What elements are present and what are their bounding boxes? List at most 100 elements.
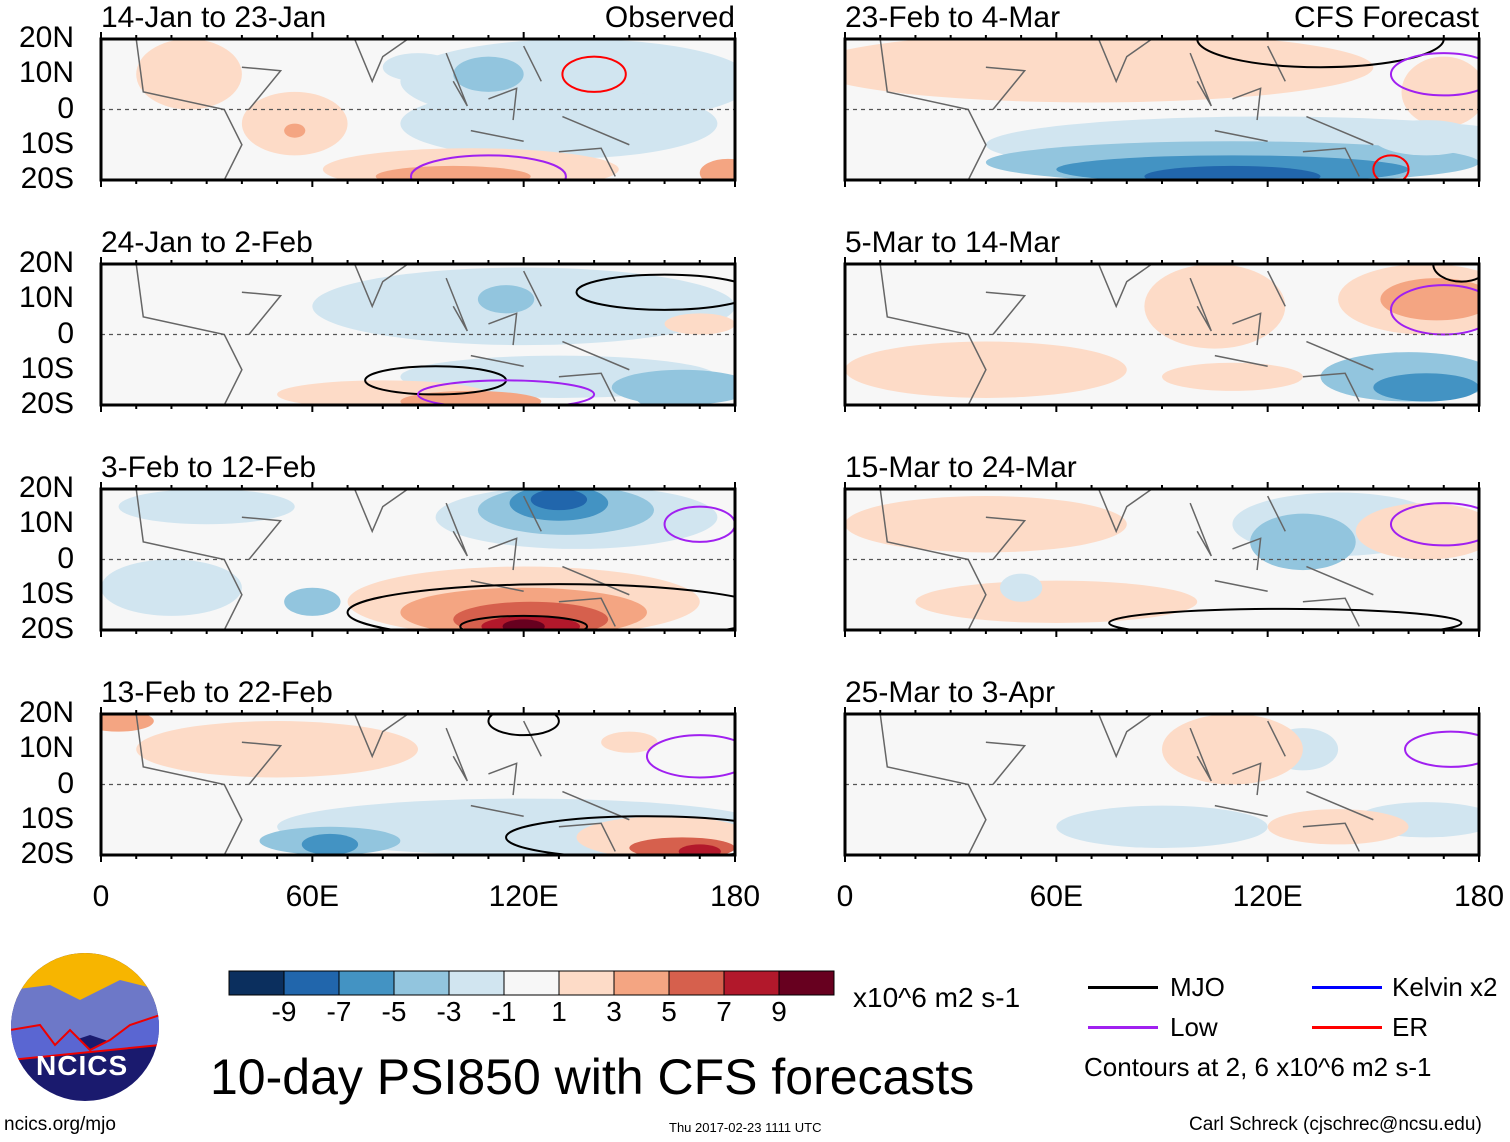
contour-line	[346, 583, 735, 630]
contour-line	[1389, 502, 1479, 547]
y-tick-label: 0	[57, 316, 74, 350]
map-panel	[843, 257, 1481, 412]
colorbar-swatch	[613, 970, 670, 996]
x-tick-label: 0	[836, 880, 854, 913]
legend-low-line	[1088, 1026, 1158, 1029]
anomaly-region	[999, 573, 1043, 602]
y-tick-label: 20S	[20, 162, 74, 195]
legend-mjo: MJO	[1170, 972, 1225, 1002]
anomaly-region	[1355, 503, 1479, 560]
anomaly-region	[382, 53, 454, 82]
colorbar-tick-label: 3	[606, 996, 622, 1027]
anomaly-region	[284, 123, 306, 138]
y-tick-label: 10N	[18, 731, 74, 765]
colorbar-tick-label: 7	[716, 996, 732, 1027]
anomaly-region	[1162, 714, 1303, 785]
map-panel	[99, 257, 737, 412]
contour-line	[1372, 154, 1410, 180]
y-tick-label: 10N	[18, 506, 74, 540]
x-tick-label: 180	[709, 880, 761, 913]
y-tick-label: 20N	[18, 246, 74, 279]
y-tick-label: 20N	[18, 21, 74, 54]
colorbar-tick-label: -7	[326, 996, 352, 1027]
contour-line	[459, 614, 589, 630]
anomaly-region	[678, 844, 721, 855]
contour-line	[1108, 607, 1463, 630]
legend-er-line	[1312, 1026, 1382, 1029]
anomaly-region	[101, 559, 242, 616]
x-tick-label: 60E	[1029, 880, 1084, 913]
panel-title: 25-Mar to 3-Apr	[845, 676, 1056, 709]
y-tick-label: 0	[57, 541, 74, 575]
legend-kelvin-line	[1312, 986, 1382, 989]
anomaly-region	[477, 285, 535, 314]
anomaly-region	[101, 714, 154, 732]
y-tick-label: 20S	[20, 612, 74, 645]
map-panel	[99, 32, 737, 187]
contour-line	[417, 379, 596, 405]
contour-line	[1432, 264, 1479, 283]
timestamp: Thu 2017-02-23 1111 UTC	[669, 1120, 822, 1135]
legend-er: ER	[1392, 1012, 1429, 1042]
anomaly-region	[664, 313, 735, 335]
colorbar-swatch	[503, 970, 560, 996]
colorbar-swatch	[668, 970, 725, 996]
anomaly-region	[530, 489, 588, 511]
y-tick-label: 20S	[20, 387, 74, 420]
anomaly-region	[1373, 373, 1479, 402]
colorbar-swatch	[283, 970, 340, 996]
colorbar-swatch	[228, 970, 285, 996]
colorbar-units: x10^6 m2 s-1	[853, 982, 1021, 1013]
y-tick-label: 0	[57, 91, 74, 125]
panel-tag: CFS Forecast	[1293, 1, 1479, 34]
y-tick-label: 0	[57, 766, 74, 800]
colorbar-tick-label: 1	[551, 996, 567, 1027]
contour-line	[1389, 284, 1479, 336]
contour-line	[1404, 730, 1479, 768]
anomaly-region	[1250, 513, 1356, 571]
source-url[interactable]: ncics.org/mjo	[4, 1114, 116, 1135]
panel-title: 24-Jan to 2-Feb	[101, 226, 313, 259]
contour-line	[1389, 52, 1479, 97]
map-panel	[843, 32, 1481, 187]
anomaly-region	[301, 833, 359, 855]
map-panel	[843, 482, 1481, 637]
map-panel	[99, 707, 737, 862]
map-panel	[843, 707, 1481, 862]
panel-title: 23-Feb to 4-Mar	[845, 1, 1061, 34]
colorbar-tick-label: 5	[661, 996, 677, 1027]
anomaly-region	[845, 496, 1127, 553]
author-credit: Carl Schreck (cjschrec@ncsu.edu)	[1189, 1114, 1482, 1135]
panel-title: 13-Feb to 22-Feb	[101, 676, 333, 709]
colorbar-swatch	[778, 970, 835, 996]
colorbar-swatch	[338, 970, 395, 996]
colorbar-swatch	[723, 970, 780, 996]
panel-tag: Observed	[604, 1, 735, 34]
colorbar-swatch	[393, 970, 450, 996]
anomaly-region	[118, 489, 295, 525]
anomaly-region	[1144, 264, 1286, 349]
x-tick-label: 180	[1453, 880, 1505, 913]
contour-line	[561, 55, 627, 93]
colorbar-swatch	[448, 970, 505, 996]
anomaly-region	[1401, 56, 1479, 128]
y-tick-label: 10S	[20, 801, 74, 835]
panel-title: 5-Mar to 14-Mar	[845, 226, 1061, 259]
anomaly-region	[453, 56, 524, 92]
y-tick-label: 10N	[18, 56, 74, 90]
contour-line	[645, 734, 735, 779]
y-tick-label: 10S	[20, 351, 74, 385]
x-tick-label: 120E	[1232, 880, 1303, 913]
panel-title: 15-Mar to 24-Mar	[845, 451, 1077, 484]
anomaly-region	[1144, 165, 1321, 180]
x-tick-label: 60E	[285, 880, 340, 913]
map-panel	[99, 482, 737, 637]
anomaly-region	[1380, 278, 1479, 321]
figure-title: 10-day PSI850 with CFS forecasts	[210, 1049, 975, 1105]
y-tick-label: 10S	[20, 126, 74, 160]
logo-text: NCICS	[36, 1050, 129, 1081]
anomaly-region	[284, 587, 341, 616]
colorbar-tick-label: 9	[771, 996, 787, 1027]
anomaly-region	[400, 88, 718, 159]
